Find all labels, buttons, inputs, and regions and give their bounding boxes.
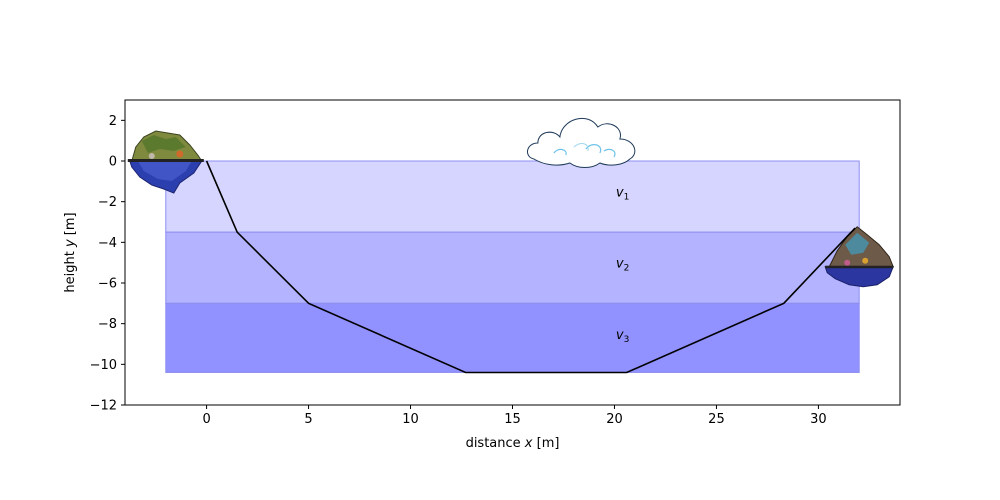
y-tick-label: −2 — [98, 195, 117, 210]
y-tick-label: −12 — [90, 399, 117, 414]
series-line-1 — [205, 160, 856, 374]
island-left-icon — [127, 130, 204, 194]
y-tick-label: −4 — [98, 236, 117, 251]
y-tick-label: −6 — [98, 277, 117, 292]
x-tick-label: 5 — [304, 412, 312, 427]
layer-3 — [165, 302, 860, 373]
layer-1 — [165, 160, 860, 233]
y-tick-label: −10 — [90, 358, 117, 373]
y-axis-ticks: 2 0 −2 −4 −6 −8 −10 −12 — [90, 114, 125, 414]
layer-labels: v1 v2 v3 — [616, 186, 629, 345]
layer-label-1: v1 — [616, 186, 629, 203]
series-lines — [205, 160, 856, 374]
x-tick-label: 0 — [202, 412, 210, 427]
decorations — [127, 117, 894, 288]
x-axis-label: distance x [m] — [466, 436, 560, 451]
island-right-icon — [824, 226, 894, 288]
layer-2 — [165, 231, 860, 304]
x-tick-label: 30 — [810, 412, 827, 427]
x-tick-label: 20 — [606, 412, 623, 427]
y-tick-label: 2 — [109, 114, 117, 129]
x-tick-label: 15 — [504, 412, 521, 427]
y-tick-label: 0 — [109, 155, 117, 170]
x-axis-ticks: 0 5 10 15 20 25 30 — [202, 405, 827, 427]
layer-label-3: v3 — [616, 328, 629, 345]
y-tick-label: −8 — [98, 317, 117, 332]
x-tick-label: 25 — [708, 412, 725, 427]
velocity-layers — [165, 160, 860, 373]
y-axis-label: height y [m] — [63, 212, 78, 292]
x-tick-label: 10 — [402, 412, 419, 427]
cloud-icon — [527, 117, 636, 168]
layer-label-2: v2 — [616, 257, 629, 274]
